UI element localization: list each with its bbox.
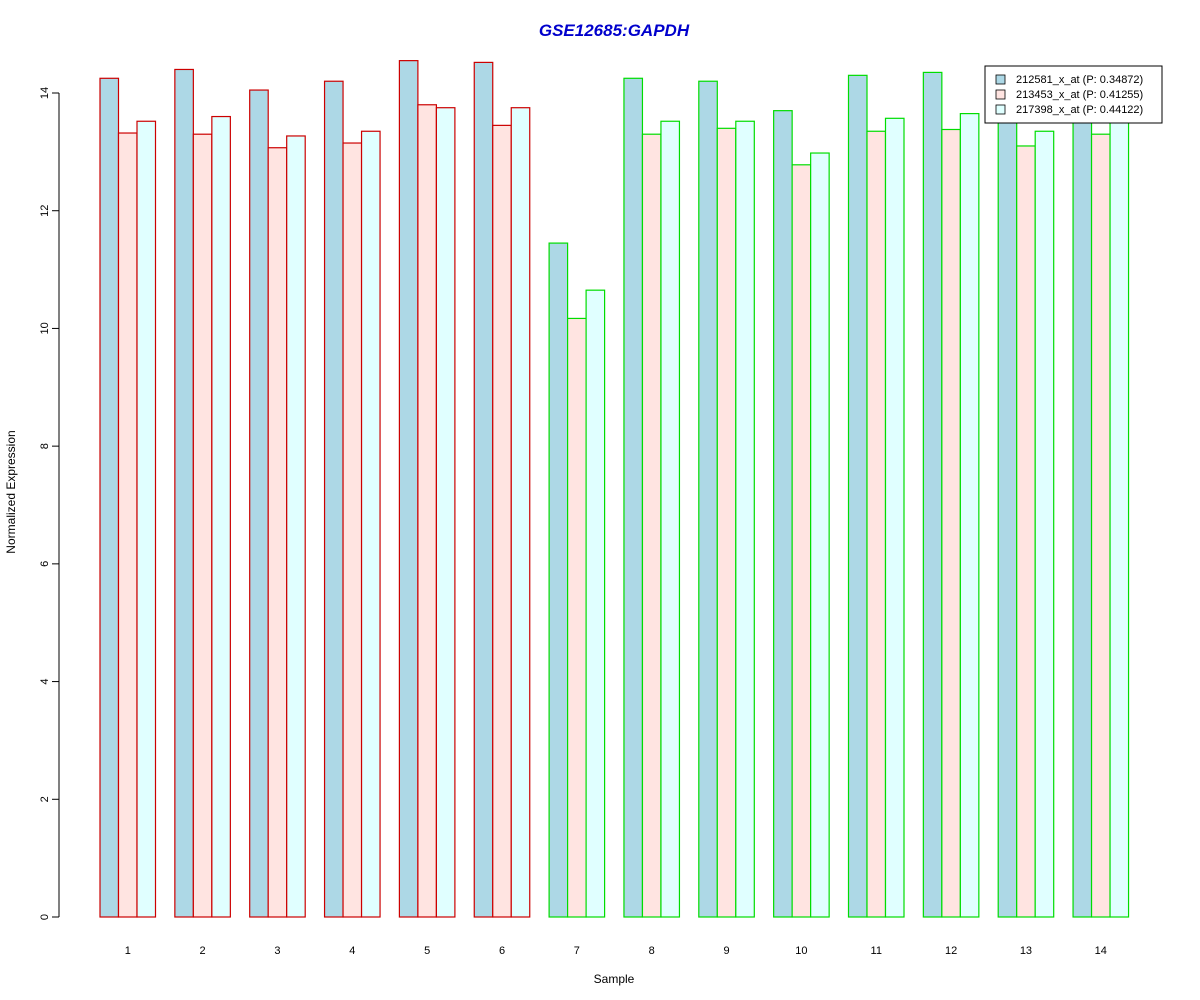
bar [1090, 133, 1111, 918]
bar [941, 128, 961, 918]
y-tick-label: 0 [39, 914, 51, 920]
bar [286, 135, 306, 918]
x-tick-label: 6 [499, 945, 505, 957]
y-tick-label: 14 [39, 87, 51, 99]
bar [866, 130, 887, 918]
bar [810, 152, 830, 918]
x-axis-label: Sample [594, 972, 635, 986]
y-tick-label: 2 [39, 796, 51, 802]
bar [847, 74, 868, 918]
bar [641, 133, 662, 918]
y-tick-label: 8 [39, 443, 51, 449]
legend-label: 213453_x_at (P: 0.41255) [1016, 89, 1143, 101]
y-tick-label: 10 [39, 322, 51, 334]
legend-swatch [995, 104, 1006, 115]
bar [623, 77, 644, 918]
bar [492, 124, 512, 918]
bar [548, 242, 569, 918]
bar [1109, 118, 1130, 918]
bar [435, 107, 456, 918]
bar [922, 71, 943, 918]
x-tick-label: 3 [274, 945, 280, 957]
legend-box [984, 65, 1163, 124]
x-tick-label: 1 [125, 945, 131, 957]
x-tick-label: 2 [200, 945, 206, 957]
legend-swatch [995, 89, 1006, 100]
x-tick-label: 9 [723, 945, 729, 957]
bar [510, 107, 531, 918]
bar [174, 68, 194, 918]
bar [323, 80, 344, 918]
x-axis-ticks: 1 2 3 4 5 6 7 8 9 10 11 12 13 14 [125, 945, 1107, 957]
x-tick-label: 5 [424, 945, 430, 957]
bar [267, 147, 288, 918]
bar [959, 112, 980, 918]
bar [791, 164, 812, 918]
bar [360, 130, 381, 918]
bar [585, 289, 606, 918]
legend: 212581_x_at (P: 0.34872) 213453_x_at (P: … [984, 65, 1163, 124]
bar [117, 132, 138, 918]
bar [997, 115, 1018, 918]
y-tick-label: 6 [39, 561, 51, 567]
bar [660, 120, 681, 918]
bar [1034, 130, 1055, 918]
bar [136, 120, 157, 918]
bar [398, 60, 419, 918]
y-axis-label: Normalized Expression [4, 430, 18, 553]
bar-area [99, 60, 1130, 918]
x-tick-label: 10 [795, 945, 807, 957]
chart-title: GSE12685:GAPDH [539, 21, 690, 40]
x-tick-label: 4 [349, 945, 355, 957]
bar [99, 77, 120, 918]
bar [192, 133, 213, 918]
bar [342, 142, 363, 918]
bar [1016, 145, 1036, 918]
x-tick-label: 12 [945, 945, 957, 957]
x-tick-label: 13 [1020, 945, 1032, 957]
x-tick-label: 11 [871, 945, 882, 957]
bar [1072, 115, 1093, 918]
legend-swatch [995, 74, 1006, 85]
x-tick-label: 7 [574, 945, 580, 957]
x-tick-label: 8 [649, 945, 655, 957]
bar [417, 104, 437, 918]
legend-label: 217398_x_at (P: 0.44122) [1016, 104, 1143, 116]
x-tick-label: 14 [1095, 945, 1107, 957]
bar [716, 127, 737, 918]
bar [735, 120, 755, 918]
bar [773, 110, 793, 918]
bar [249, 89, 269, 918]
y-axis: 0 2 4 6 8 10 12 14 [39, 87, 60, 920]
bar [566, 317, 587, 918]
bar [884, 117, 905, 918]
y-tick-label: 4 [39, 679, 51, 685]
bar [473, 61, 494, 918]
bar [698, 80, 718, 918]
legend-label: 212581_x_at (P: 0.34872) [1016, 74, 1143, 86]
y-tick-label: 12 [39, 205, 51, 217]
bar [211, 115, 231, 918]
